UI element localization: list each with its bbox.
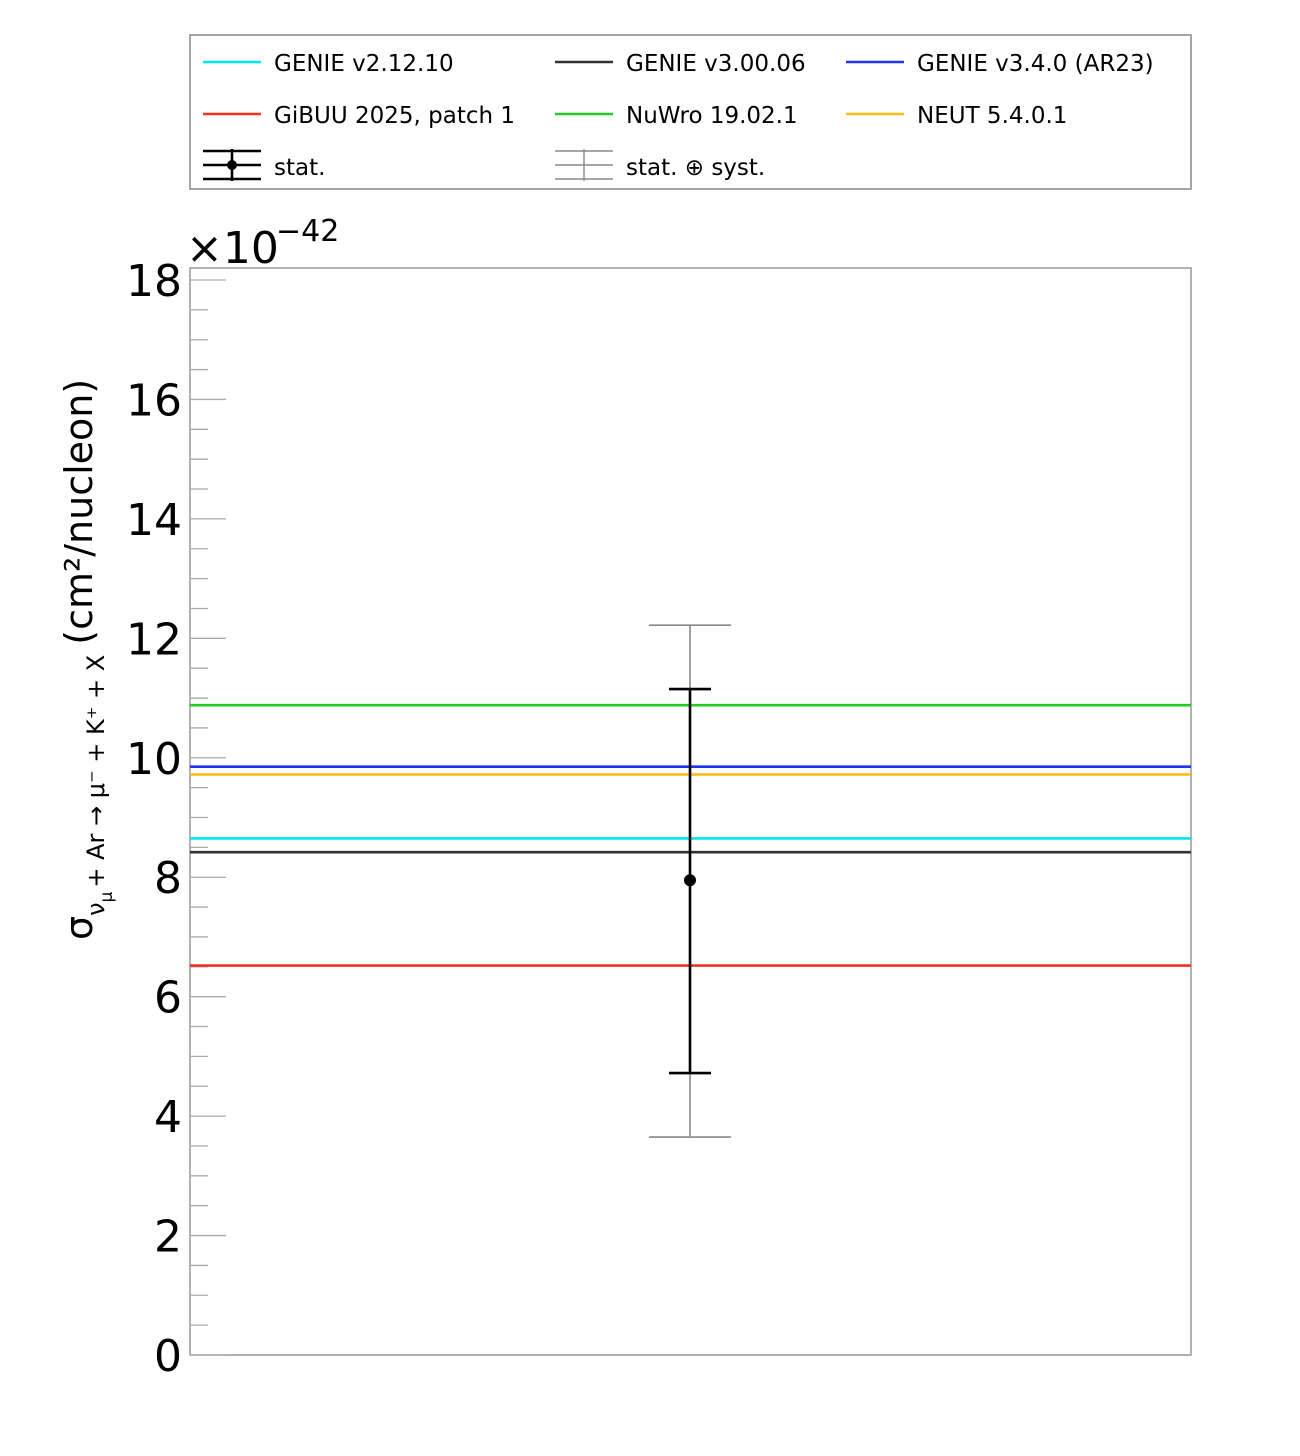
y-multiplier-base: ×10 [186, 223, 279, 274]
y-tick-label: 16 [126, 375, 182, 426]
legend-label: stat. [274, 155, 325, 181]
legend-total-marker [555, 149, 613, 181]
y-label-sigma: σ [57, 916, 101, 940]
y-label-unit: (cm²/nucleon) [57, 379, 101, 645]
legend-label: stat. ⊕ syst. [626, 155, 765, 181]
y-tick-label: 14 [126, 495, 182, 546]
svg-text:σνμ+ Ar → μ⁻ + K⁺ + X(cm²/nucl: σνμ + Ar → μ⁻ + K⁺ + X (cm²/nucleon) [57, 379, 117, 940]
y-label-subscript-nu: ν [82, 903, 110, 916]
legend-label: GENIE v3.00.06 [626, 51, 806, 77]
y-tick-label: 6 [154, 973, 182, 1024]
legend-label: NEUT 5.4.0.1 [917, 103, 1067, 129]
plot-frame [189, 267, 1192, 1356]
legend-label: GENIE v3.4.0 (AR23) [917, 51, 1154, 77]
y-multiplier-exponent: −42 [276, 214, 339, 249]
y-tick-label: 18 [126, 256, 182, 307]
legend-stat-marker [203, 149, 261, 181]
y-axis: 0 2 4 6 8 10 12 14 16 18 [126, 256, 226, 1382]
legend-label: GENIE v2.12.10 [274, 51, 454, 77]
y-label-subscript-process: + Ar → μ⁻ + K⁺ + X [82, 655, 110, 888]
y-tick-label: 8 [154, 853, 182, 904]
measurement-point [649, 624, 731, 1138]
legend-frame [189, 34, 1192, 190]
legend-label: NuWro 19.02.1 [626, 103, 798, 129]
y-tick-label: 0 [154, 1331, 182, 1382]
y-axis-label: σνμ + Ar → μ⁻ + K⁺ + X (cm²/nucleon) [57, 379, 117, 940]
y-tick-label: 2 [154, 1212, 182, 1263]
legend-marker-dot [227, 160, 237, 170]
y-tick-label: 12 [126, 614, 182, 665]
legend-label: GiBUU 2025, patch 1 [274, 103, 515, 129]
y-label-subscript-mu: μ [97, 892, 117, 903]
y-multiplier: ×10 −42 [186, 214, 339, 274]
legend: GENIE v2.12.10 GENIE v3.00.06 GENIE v3.4.0… [189, 34, 1192, 190]
y-tick-label: 10 [126, 734, 182, 785]
data-point [684, 874, 696, 887]
y-tick-label: 4 [154, 1092, 182, 1143]
